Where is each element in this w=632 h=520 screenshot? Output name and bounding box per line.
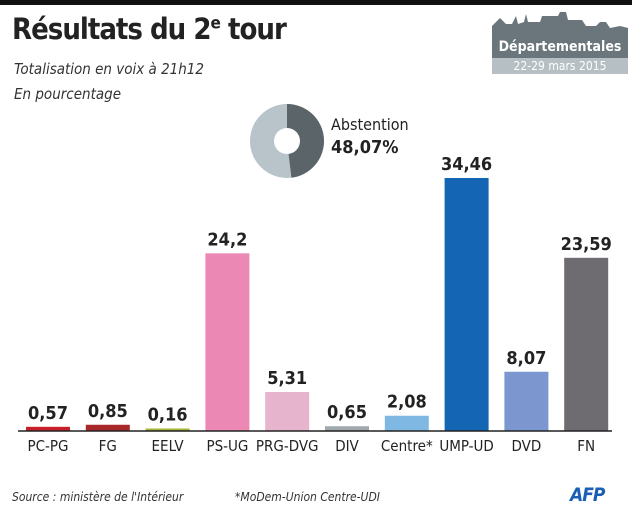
unit-label: En pourcentage bbox=[14, 85, 121, 103]
page-title: Résultats du 2e tour bbox=[12, 12, 287, 46]
bar-EELV bbox=[145, 428, 190, 431]
bar-DVD bbox=[504, 371, 549, 431]
footnote: *MoDem-Union Centre-UDI bbox=[235, 490, 380, 504]
election-badge: Départementales 22-29 mars 2015 bbox=[492, 12, 628, 74]
bar-PS-UG bbox=[205, 253, 250, 431]
abstention-label: Abstention bbox=[331, 115, 409, 134]
category-label: DVD bbox=[512, 437, 542, 455]
data-label: 23,59 bbox=[561, 234, 612, 255]
bar-PC-PG bbox=[26, 426, 70, 431]
category-label: PS-UG bbox=[206, 437, 248, 455]
badge-dates: 22-29 mars 2015 bbox=[492, 58, 628, 74]
afp-logo: AFP bbox=[570, 484, 605, 506]
donut-hole bbox=[274, 128, 300, 154]
category-label: UMP-UD bbox=[439, 437, 493, 455]
donut-abstention bbox=[287, 104, 325, 178]
data-label: 5,31 bbox=[267, 368, 307, 389]
bar-FN bbox=[564, 257, 609, 431]
category-label: PC-PG bbox=[27, 437, 68, 455]
category-label: PRG-DVG bbox=[256, 437, 319, 455]
top-bar bbox=[0, 0, 632, 5]
data-label: 0,85 bbox=[88, 401, 128, 422]
category-label: FG bbox=[99, 437, 117, 455]
bar-UMP-UD bbox=[444, 178, 489, 431]
abstention-value: 48,07% bbox=[331, 137, 398, 158]
subtitle: Totalisation en voix à 21h12 bbox=[14, 60, 204, 78]
data-label: 2,08 bbox=[387, 392, 427, 413]
bar-PRG-DVG bbox=[265, 392, 310, 431]
bar-Centre* bbox=[384, 415, 429, 431]
category-label: DIV bbox=[335, 437, 359, 455]
data-label: 24,2 bbox=[207, 229, 247, 250]
source-note: Source : ministère de l'Intérieur bbox=[12, 490, 184, 504]
badge-title: Départementales bbox=[492, 36, 628, 58]
data-label: 8,07 bbox=[506, 348, 546, 369]
bar-FG bbox=[85, 424, 130, 431]
bar-chart: 0,57 PC-PG 0,85 FG 0,16 EELV 24,2 PS-UG 5,31 PRG-… bbox=[18, 104, 612, 455]
data-label: 34,46 bbox=[441, 154, 492, 175]
skyline-icon bbox=[492, 12, 628, 38]
data-label: 0,16 bbox=[148, 405, 188, 426]
data-label: 0,57 bbox=[28, 403, 68, 424]
category-label: EELV bbox=[152, 437, 185, 455]
category-label: Centre* bbox=[381, 437, 433, 455]
category-label: FN bbox=[577, 437, 595, 455]
data-label: 0,65 bbox=[327, 402, 367, 423]
bar-DIV bbox=[325, 426, 369, 431]
